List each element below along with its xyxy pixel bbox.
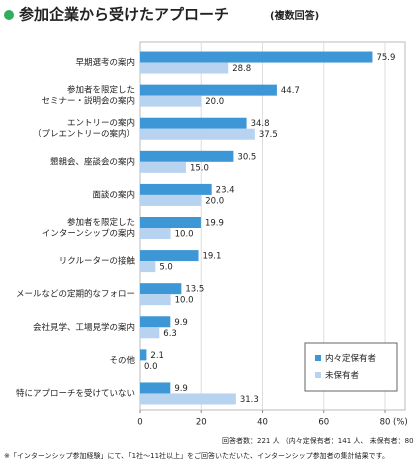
bar [140,228,171,239]
bar [140,128,255,140]
bar [140,250,199,262]
value-label: 20.0 [205,97,224,107]
value-label: 2.1 [150,351,164,361]
x-tick-label: 60 [318,418,329,428]
value-label: 31.3 [240,395,259,405]
y-tick-label: 早期選考の案内 [75,57,135,68]
x-tick-label: 20 [196,418,207,428]
bar [140,51,373,63]
bar [140,261,156,273]
bar [140,382,171,394]
bar [140,84,277,96]
value-label: 28.8 [232,64,251,74]
bar [140,150,234,162]
value-label: 13.5 [185,285,204,295]
y-tick-label: 会社見学、工場見学の案内 [33,322,135,333]
bar [140,161,186,173]
y-tick-label: インターンシップの案内 [42,228,135,239]
value-label: 30.5 [237,152,256,162]
bar [140,393,236,405]
bar [140,62,229,74]
value-label: 15.0 [190,163,209,173]
x-tick-label: 40 [257,418,268,428]
note: 回答者数：221 人 （内々定保有者：141 人、 未保有者：80 人） [222,436,416,445]
value-label: 6.3 [163,329,177,339]
y-tick-label: エントリーの案内 [67,118,135,129]
value-label: 9.9 [174,384,188,394]
value-label: 19.9 [205,219,224,229]
x-tick-label: 0 [137,418,142,428]
bar [140,117,247,129]
value-label: 0.0 [144,362,158,372]
y-tick-label: セミナー・説明会の案内 [41,96,135,107]
x-tick-label: 80 [380,418,391,428]
title-dot [4,10,14,20]
bar [140,95,202,107]
legend-box [304,342,398,392]
legend-label: 内々定保有者 [325,353,377,364]
note: ※「インターンシップ参加経験」にて、「1社〜11社以上」をご回答いただいた、イン… [4,451,389,460]
bar [140,349,147,361]
y-tick-label: 面談の案内 [92,189,135,200]
chart-subtitle: (複数回答) [270,9,319,22]
y-tick-label: メールなどの定期的なフォロー [16,289,135,300]
y-tick-label: 参加者を限定した [67,217,135,228]
bar [140,183,212,195]
bar [140,327,160,339]
legend-swatch [315,355,321,361]
legend-label: 未保有者 [325,370,360,381]
y-tick-label: 特にアプローチを受けていない [16,388,135,399]
legend-swatch [315,372,321,378]
value-label: 5.0 [159,263,173,273]
value-label: 10.0 [175,230,194,240]
value-label: 20.0 [205,196,224,206]
value-label: 44.7 [281,86,300,96]
y-tick-label: 懇親会、座談会の案内 [50,156,135,167]
bar [140,194,202,206]
bar [140,316,171,328]
bar [140,294,171,306]
bar [140,217,201,228]
value-label: 23.4 [216,185,235,195]
x-axis-label: (%) [393,418,408,428]
chart-title: 参加企業から受けたアプローチ [19,6,229,24]
y-tick-label: （プレエントリーの案内） [33,129,135,140]
y-tick-label: リクルーターの接触 [59,256,136,267]
value-label: 9.9 [174,318,188,328]
value-label: 34.8 [251,119,270,129]
value-label: 37.5 [259,130,278,140]
bar [140,283,182,295]
y-tick-label: その他 [109,355,135,366]
value-label: 75.9 [376,53,395,63]
value-label: 10.0 [175,296,194,306]
y-tick-label: 参加者を限定した [67,85,135,96]
value-label: 19.1 [202,252,221,262]
